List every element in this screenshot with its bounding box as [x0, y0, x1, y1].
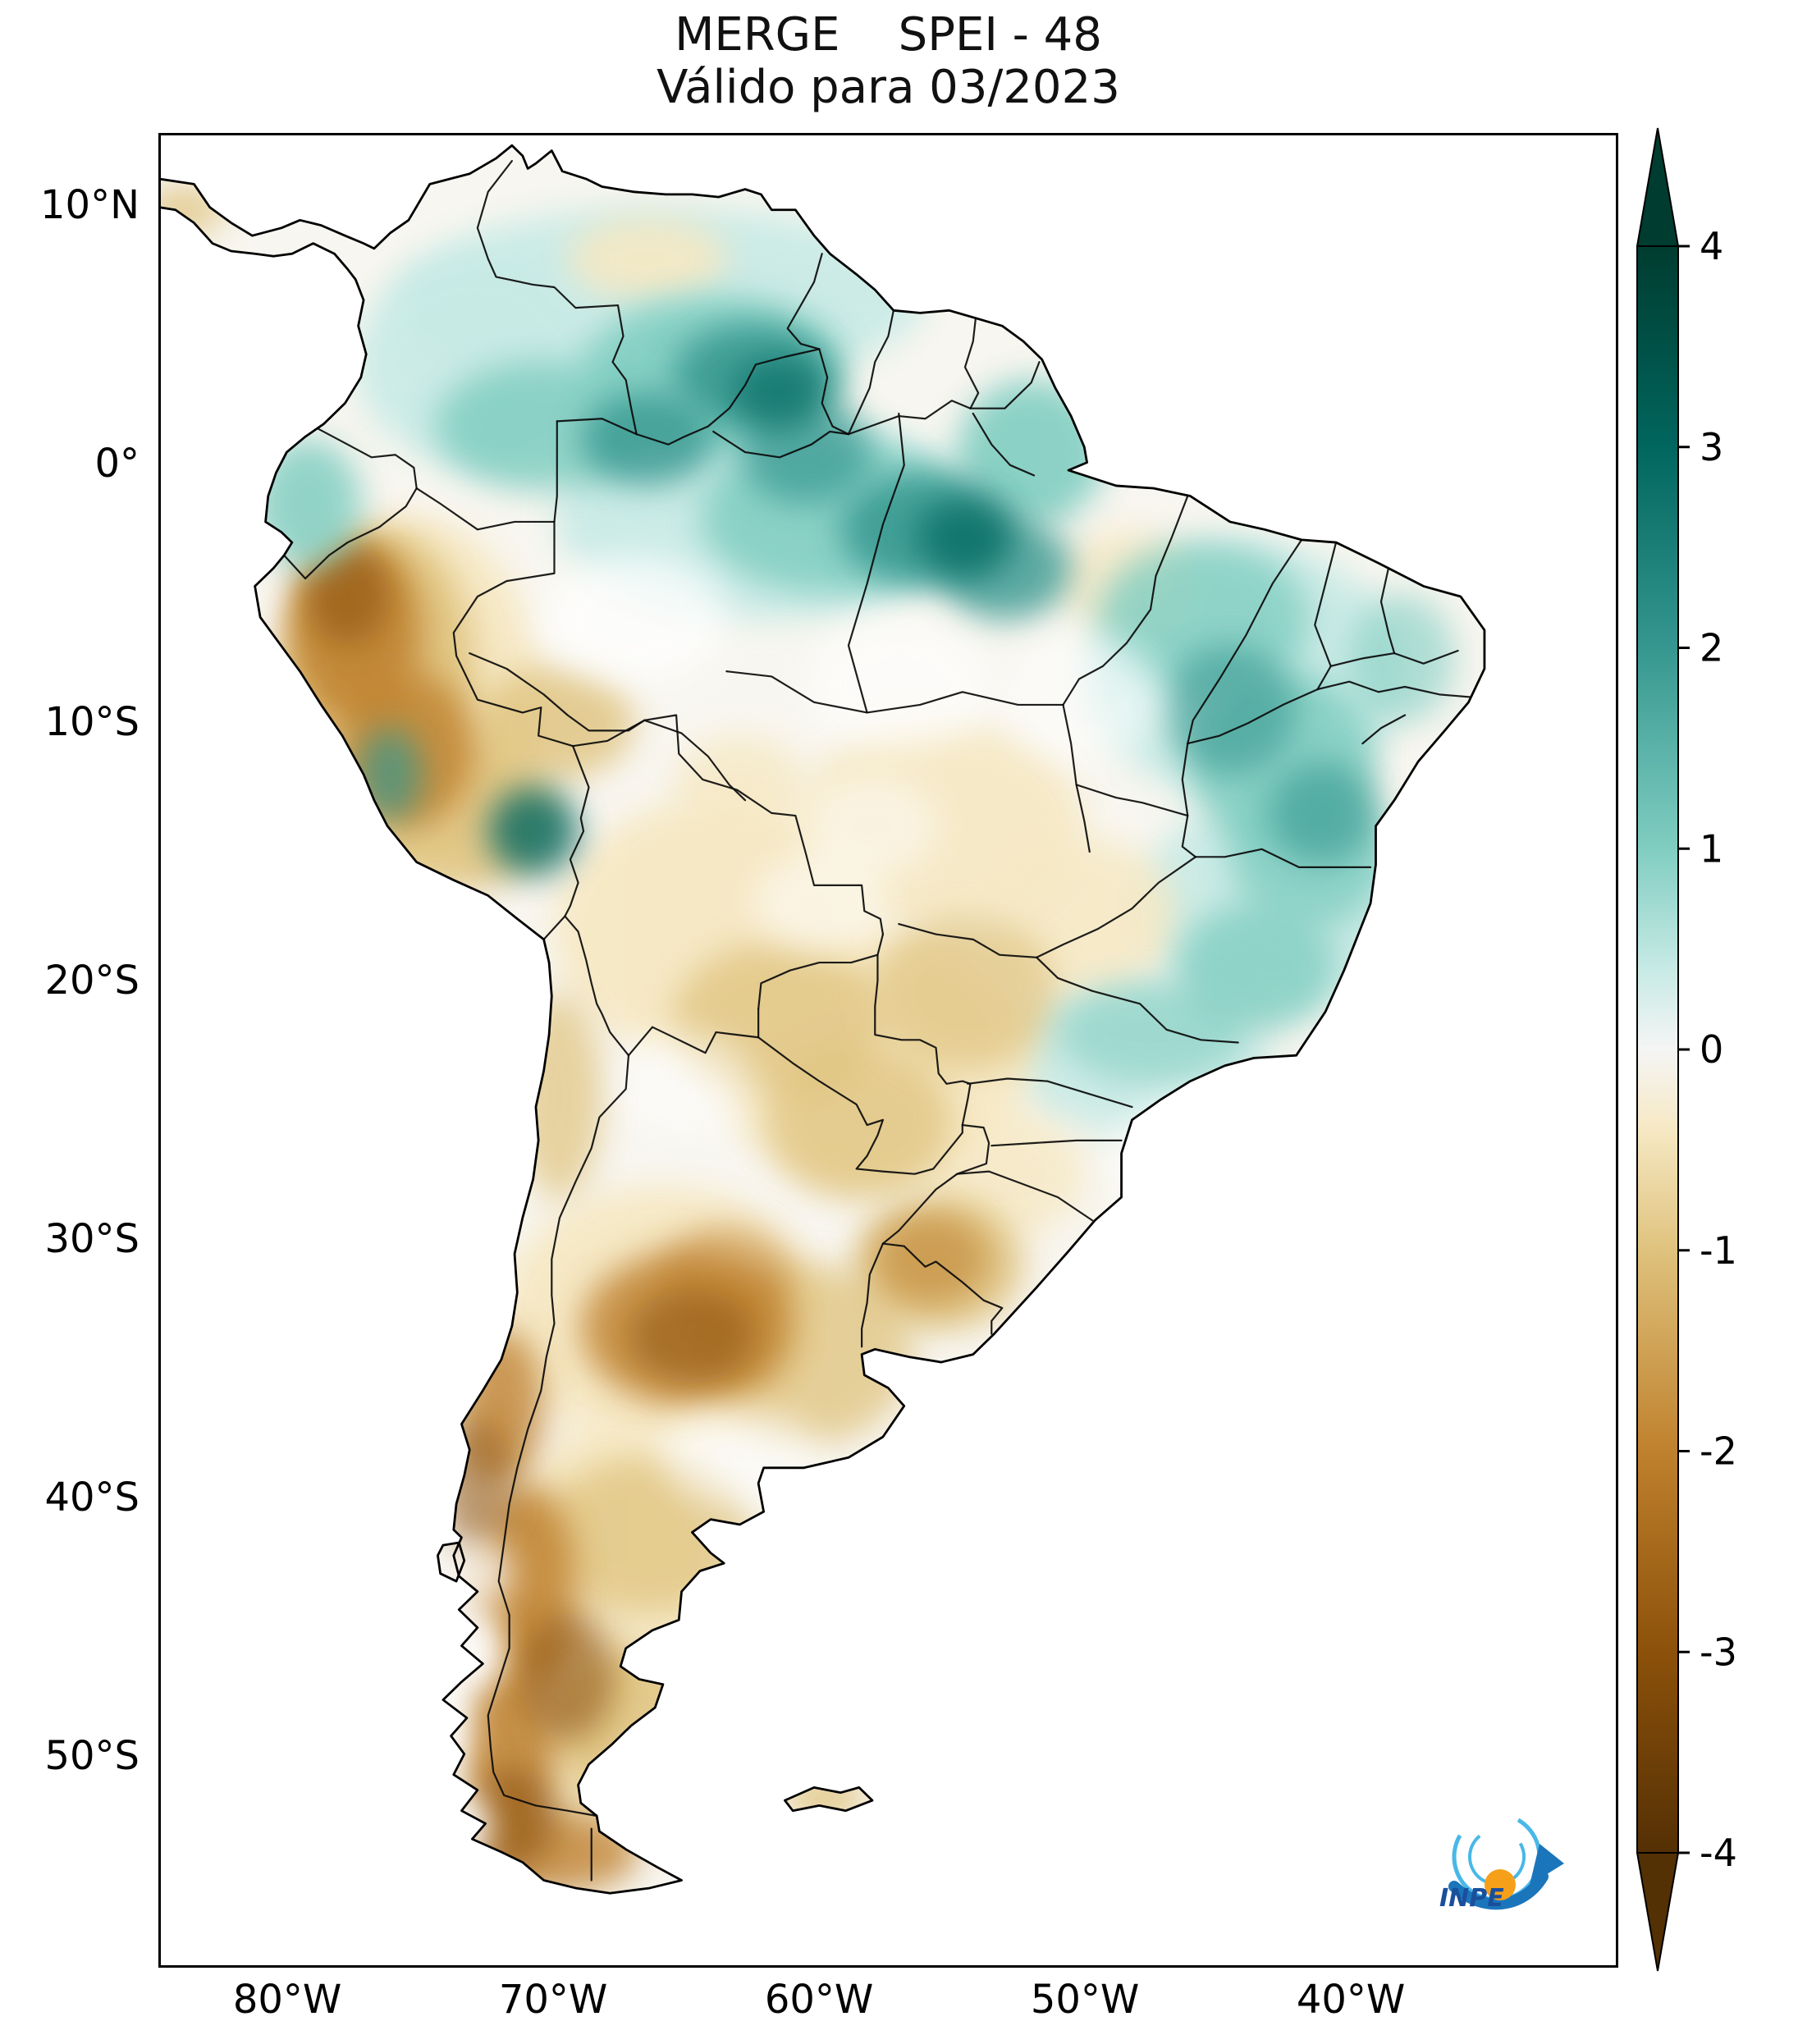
lat-tick-label--10: 10°S [44, 698, 140, 745]
inpe-logo-ball-icon [1485, 1869, 1516, 1900]
lat-tick-label--50: 50°S [44, 1732, 140, 1779]
coastline-layer [161, 144, 1486, 1895]
colorbar-tick-label--2: -2 [1700, 1429, 1737, 1474]
inpe-logo: INPE [1439, 1812, 1564, 1913]
lat-tick-label--20: 20°S [44, 957, 140, 1004]
lon-tick-label--40: 40°W [1296, 1977, 1406, 2023]
colorbar-tick-label-2: 2 [1700, 626, 1723, 670]
colorbar-tick-label--3: -3 [1700, 1630, 1737, 1674]
colorbar-extend-max [1636, 127, 1680, 247]
south-america-spei-map [161, 135, 1616, 1965]
inpe-logo-arrowhead-icon [1530, 1844, 1564, 1885]
lat-tick-label-0: 0° [94, 440, 140, 487]
lat-tick-label--30: 30°S [44, 1215, 140, 1262]
lon-tick-label--60: 60°W [764, 1977, 874, 2023]
colorbar-tick-label-3: 3 [1700, 425, 1723, 469]
colorbar-extend-min [1636, 1852, 1680, 1972]
lon-tick-label--80: 80°W [232, 1977, 342, 2023]
lon-tick-label--70: 70°W [498, 1977, 608, 2023]
inpe-logo-arrow-icon [1448, 1871, 1549, 1910]
colorbar-tick-label-4: 4 [1700, 224, 1723, 268]
colorbar-tick-label--1: -1 [1700, 1228, 1737, 1273]
colorbar-tick-label-1: 1 [1700, 826, 1723, 871]
inpe-logo-text: INPE [1439, 1884, 1504, 1913]
colorbar-tick-label--4: -4 [1700, 1831, 1737, 1875]
lat-tick-label--40: 40°S [44, 1474, 140, 1520]
lat-tick-label-10: 10°N [40, 181, 140, 228]
spei-colorbar: 4 3 2 1 0 -1 -2 -3 -4 [1636, 127, 1737, 1972]
colorbar-gradient [1636, 245, 1679, 1854]
lon-tick-label--50: 50°W [1030, 1977, 1140, 2023]
figure-subtitle: Válido para 03/2023 [657, 61, 1120, 114]
colorbar-tick-label-0: 0 [1700, 1027, 1723, 1072]
map-plot-area: INPE [158, 133, 1618, 1968]
figure-title: MERGE SPEI - 48 [675, 8, 1102, 62]
